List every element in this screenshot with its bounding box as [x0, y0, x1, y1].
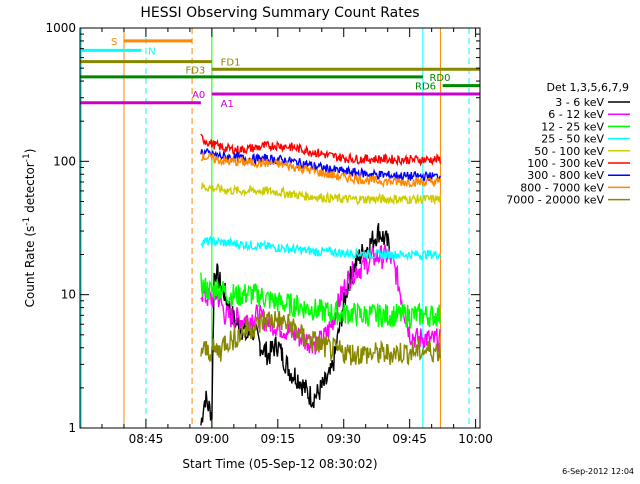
flag-label-n: N: [148, 46, 155, 57]
legend-label-6: 300 - 800 keV: [527, 169, 604, 182]
flag-label-fd3: FD3: [185, 65, 205, 76]
series-line-5: [200, 133, 441, 167]
x-tick-label-5: 10:00: [458, 432, 493, 446]
x-tick-label-3: 09:30: [326, 432, 361, 446]
y-tick-label-1: 10: [61, 288, 76, 302]
series-line-1: [200, 244, 441, 355]
x-tick-label-2: 09:15: [261, 432, 296, 446]
legend-label-7: 800 - 7000 keV: [520, 181, 604, 194]
flag-label-fd1: FD1: [221, 58, 241, 69]
flag-label-a1: A1: [221, 99, 234, 110]
series-line-3: [200, 235, 441, 262]
y-axis-label-sup1: -1: [22, 217, 32, 226]
y-axis-label-part2: detector: [23, 162, 37, 217]
y-axis-label-part1: Count Rate (s: [23, 226, 37, 308]
flag-label-rd6: RD6: [415, 82, 436, 93]
y-axis-label-part3: ): [23, 149, 37, 154]
series-line-4: [200, 182, 441, 206]
legend-label-3: 25 - 50 keV: [541, 133, 604, 146]
flag-label-s: S: [111, 37, 117, 48]
series-line-8: [200, 311, 441, 366]
flag-label-rd0: RD0: [429, 73, 450, 84]
legend-label-0: 3 - 6 keV: [555, 96, 604, 109]
series-group: [200, 133, 441, 426]
legend-label-1: 6 - 12 keV: [548, 108, 604, 121]
y-axis-ticks: 1 10 100 1000: [45, 21, 480, 435]
x-tick-label-1: 09:00: [195, 432, 230, 446]
series-line-2: [200, 272, 441, 330]
y-axis-label-sup2: -1: [22, 153, 32, 162]
series-line-7: [200, 152, 441, 189]
flag-label-a0: A0: [192, 90, 205, 101]
x-axis-ticks: 08:45 09:00 09:15 09:30 09:45 10:00: [101, 28, 493, 446]
legend-label-4: 50 - 100 keV: [534, 145, 604, 158]
x-tick-label-4: 09:45: [392, 432, 427, 446]
y-tick-label-3: 1000: [45, 21, 76, 35]
legend-title: Det 1,3,5,6,7,9: [546, 81, 629, 94]
series-line-6: [200, 147, 441, 183]
generation-timestamp: 6-Sep-2012 12:04: [562, 467, 634, 476]
legend-label-2: 12 - 25 keV: [541, 120, 604, 133]
x-tick-label-0: 08:45: [129, 432, 164, 446]
chart-title: HESSI Observing Summary Count Rates: [140, 5, 419, 21]
y-axis-label: Count Rate (s-1 detector-1): [22, 149, 37, 308]
y-tick-label-2: 100: [53, 154, 76, 168]
legend-label-8: 7000 - 20000 keV: [506, 194, 604, 207]
plot-frame: [79, 27, 481, 429]
y-tick-label-0: 1: [68, 421, 76, 435]
x-axis-label: Start Time (05-Sep-12 08:30:02): [182, 457, 377, 471]
legend-label-5: 100 - 300 keV: [527, 157, 604, 170]
